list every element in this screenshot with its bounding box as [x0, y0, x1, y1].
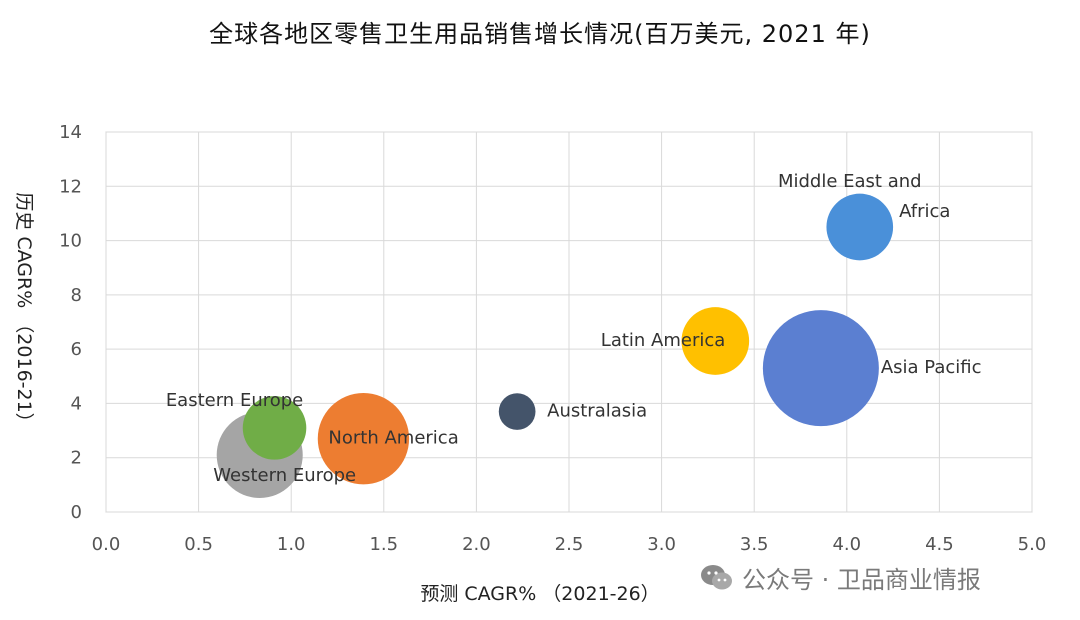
- y-tick-label: 14: [59, 122, 82, 143]
- y-axis-label: 历史 CAGR% （2016-21）: [13, 192, 35, 431]
- chart-title: 全球各地区零售卫生用品销售增长情况(百万美元, 2021 年): [209, 20, 871, 48]
- bubble: [681, 307, 750, 375]
- x-tick-label: 1.0: [277, 534, 306, 555]
- x-tick-label: 3.0: [647, 534, 676, 555]
- y-tick-label: 4: [71, 393, 82, 414]
- bubble-label: Australasia: [547, 401, 647, 422]
- bubble-label: Asia Pacific: [881, 357, 982, 378]
- y-tick-label: 2: [71, 448, 82, 469]
- y-tick-label: 10: [59, 231, 82, 252]
- wechat-icon: [701, 564, 732, 589]
- watermark: 公众号 · 卫品商业情报: [700, 560, 981, 595]
- bubble-label: Western Europe: [213, 465, 356, 486]
- x-tick-label: 3.5: [740, 534, 769, 555]
- y-tick-label: 6: [71, 339, 82, 360]
- x-tick-label: 0.5: [184, 534, 213, 555]
- x-axis-label: 预测 CAGR% （2021-26）: [420, 583, 659, 605]
- bubbles: [216, 193, 894, 499]
- x-axis-ticks: 0.0 0.5 1.0 1.5 2.0 2.5 3.0 3.5 4.0 4.5 5.0: [92, 534, 1047, 555]
- x-tick-label: 5.0: [1018, 534, 1047, 555]
- bubble-label: Eastern Europe: [166, 390, 303, 411]
- x-tick-label: 2.0: [462, 534, 491, 555]
- bubble-label: North America: [328, 428, 458, 449]
- watermark-text: 公众号 · 卫品商业情报: [742, 566, 981, 594]
- bubble: [762, 310, 879, 427]
- bubble: [317, 393, 410, 485]
- bubble-label: Latin America: [601, 330, 726, 351]
- x-tick-label: 4.0: [832, 534, 861, 555]
- bubble: [826, 193, 894, 261]
- bubble: [242, 396, 307, 460]
- x-tick-label: 0.0: [92, 534, 121, 555]
- bubble-labels: Middle East and Africa Latin America Asia P…: [166, 171, 982, 486]
- x-tick-label: 1.5: [369, 534, 398, 555]
- x-tick-label: 2.5: [555, 534, 584, 555]
- y-tick-label: 0: [71, 502, 82, 523]
- x-tick-label: 4.5: [925, 534, 954, 555]
- y-tick-label: 8: [71, 285, 82, 306]
- y-tick-label: 12: [59, 176, 82, 197]
- bubble-label: Middle East and Africa: [778, 171, 950, 222]
- y-axis-ticks: 0 2 4 6 8 10 12 14: [59, 122, 82, 523]
- bubble: [498, 393, 536, 430]
